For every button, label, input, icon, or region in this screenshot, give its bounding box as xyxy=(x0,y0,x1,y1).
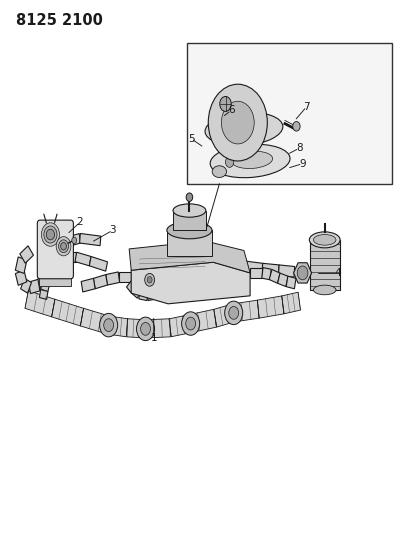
Polygon shape xyxy=(166,230,211,256)
Circle shape xyxy=(219,96,231,111)
Polygon shape xyxy=(40,277,51,292)
Ellipse shape xyxy=(231,151,272,168)
Polygon shape xyxy=(213,259,229,269)
Ellipse shape xyxy=(173,204,205,217)
Polygon shape xyxy=(309,240,339,290)
Polygon shape xyxy=(261,263,279,276)
Circle shape xyxy=(99,313,117,337)
Polygon shape xyxy=(89,256,107,271)
Circle shape xyxy=(58,240,68,253)
Text: 5: 5 xyxy=(187,134,194,143)
Polygon shape xyxy=(36,273,49,290)
Circle shape xyxy=(221,101,254,144)
Polygon shape xyxy=(229,259,246,272)
Ellipse shape xyxy=(210,144,289,177)
Polygon shape xyxy=(249,268,262,278)
Polygon shape xyxy=(269,270,279,283)
Polygon shape xyxy=(129,241,249,273)
Polygon shape xyxy=(80,308,110,334)
Circle shape xyxy=(228,306,238,319)
Polygon shape xyxy=(257,296,283,318)
Circle shape xyxy=(41,223,59,246)
Polygon shape xyxy=(43,261,51,278)
Circle shape xyxy=(44,226,57,243)
Circle shape xyxy=(224,301,242,325)
Circle shape xyxy=(225,157,233,167)
Text: 3: 3 xyxy=(109,225,116,235)
Text: 4: 4 xyxy=(334,269,341,278)
Text: 9: 9 xyxy=(299,159,305,168)
Circle shape xyxy=(56,237,71,256)
Polygon shape xyxy=(15,257,27,273)
Polygon shape xyxy=(232,300,258,322)
Ellipse shape xyxy=(309,232,339,248)
Circle shape xyxy=(144,273,154,286)
Circle shape xyxy=(103,319,113,332)
Circle shape xyxy=(208,84,267,161)
Text: 6: 6 xyxy=(227,106,234,115)
Polygon shape xyxy=(108,316,128,337)
Polygon shape xyxy=(147,289,156,301)
Polygon shape xyxy=(70,233,81,246)
Ellipse shape xyxy=(166,222,211,239)
Polygon shape xyxy=(245,261,262,274)
Polygon shape xyxy=(131,262,249,304)
Polygon shape xyxy=(139,289,148,301)
Polygon shape xyxy=(29,279,40,294)
Polygon shape xyxy=(93,274,107,289)
Text: 8125 2100: 8125 2100 xyxy=(16,13,103,28)
Polygon shape xyxy=(106,272,119,285)
Polygon shape xyxy=(261,268,270,280)
Polygon shape xyxy=(16,270,27,285)
FancyBboxPatch shape xyxy=(37,220,73,279)
Circle shape xyxy=(147,277,152,283)
Circle shape xyxy=(185,317,195,330)
Polygon shape xyxy=(189,309,216,333)
Circle shape xyxy=(61,243,66,250)
Polygon shape xyxy=(39,289,48,300)
Circle shape xyxy=(140,322,150,335)
Ellipse shape xyxy=(313,235,335,245)
Text: 8: 8 xyxy=(295,143,302,153)
Polygon shape xyxy=(52,299,83,326)
Circle shape xyxy=(136,317,154,341)
Polygon shape xyxy=(285,276,295,289)
Polygon shape xyxy=(213,304,235,327)
Ellipse shape xyxy=(212,166,226,177)
Polygon shape xyxy=(39,276,71,286)
Text: 2: 2 xyxy=(76,217,83,227)
Text: 1: 1 xyxy=(150,334,157,343)
Polygon shape xyxy=(20,246,34,263)
Text: 7: 7 xyxy=(303,102,309,111)
Circle shape xyxy=(292,122,299,131)
Polygon shape xyxy=(169,314,191,337)
Polygon shape xyxy=(131,285,141,298)
Polygon shape xyxy=(173,211,205,230)
Ellipse shape xyxy=(313,285,335,295)
Circle shape xyxy=(186,193,192,201)
Polygon shape xyxy=(20,278,31,293)
Polygon shape xyxy=(126,280,135,292)
Polygon shape xyxy=(71,252,76,262)
Polygon shape xyxy=(277,273,288,287)
Polygon shape xyxy=(75,252,91,266)
Polygon shape xyxy=(126,319,146,338)
Polygon shape xyxy=(81,278,95,292)
Circle shape xyxy=(181,312,199,335)
Polygon shape xyxy=(145,319,170,338)
Ellipse shape xyxy=(204,112,282,146)
Polygon shape xyxy=(119,272,131,282)
Polygon shape xyxy=(281,292,300,314)
Polygon shape xyxy=(278,265,294,277)
Circle shape xyxy=(297,266,307,280)
Circle shape xyxy=(72,237,76,244)
Circle shape xyxy=(46,229,54,240)
FancyBboxPatch shape xyxy=(186,43,391,184)
Polygon shape xyxy=(25,290,55,317)
Polygon shape xyxy=(79,233,101,246)
